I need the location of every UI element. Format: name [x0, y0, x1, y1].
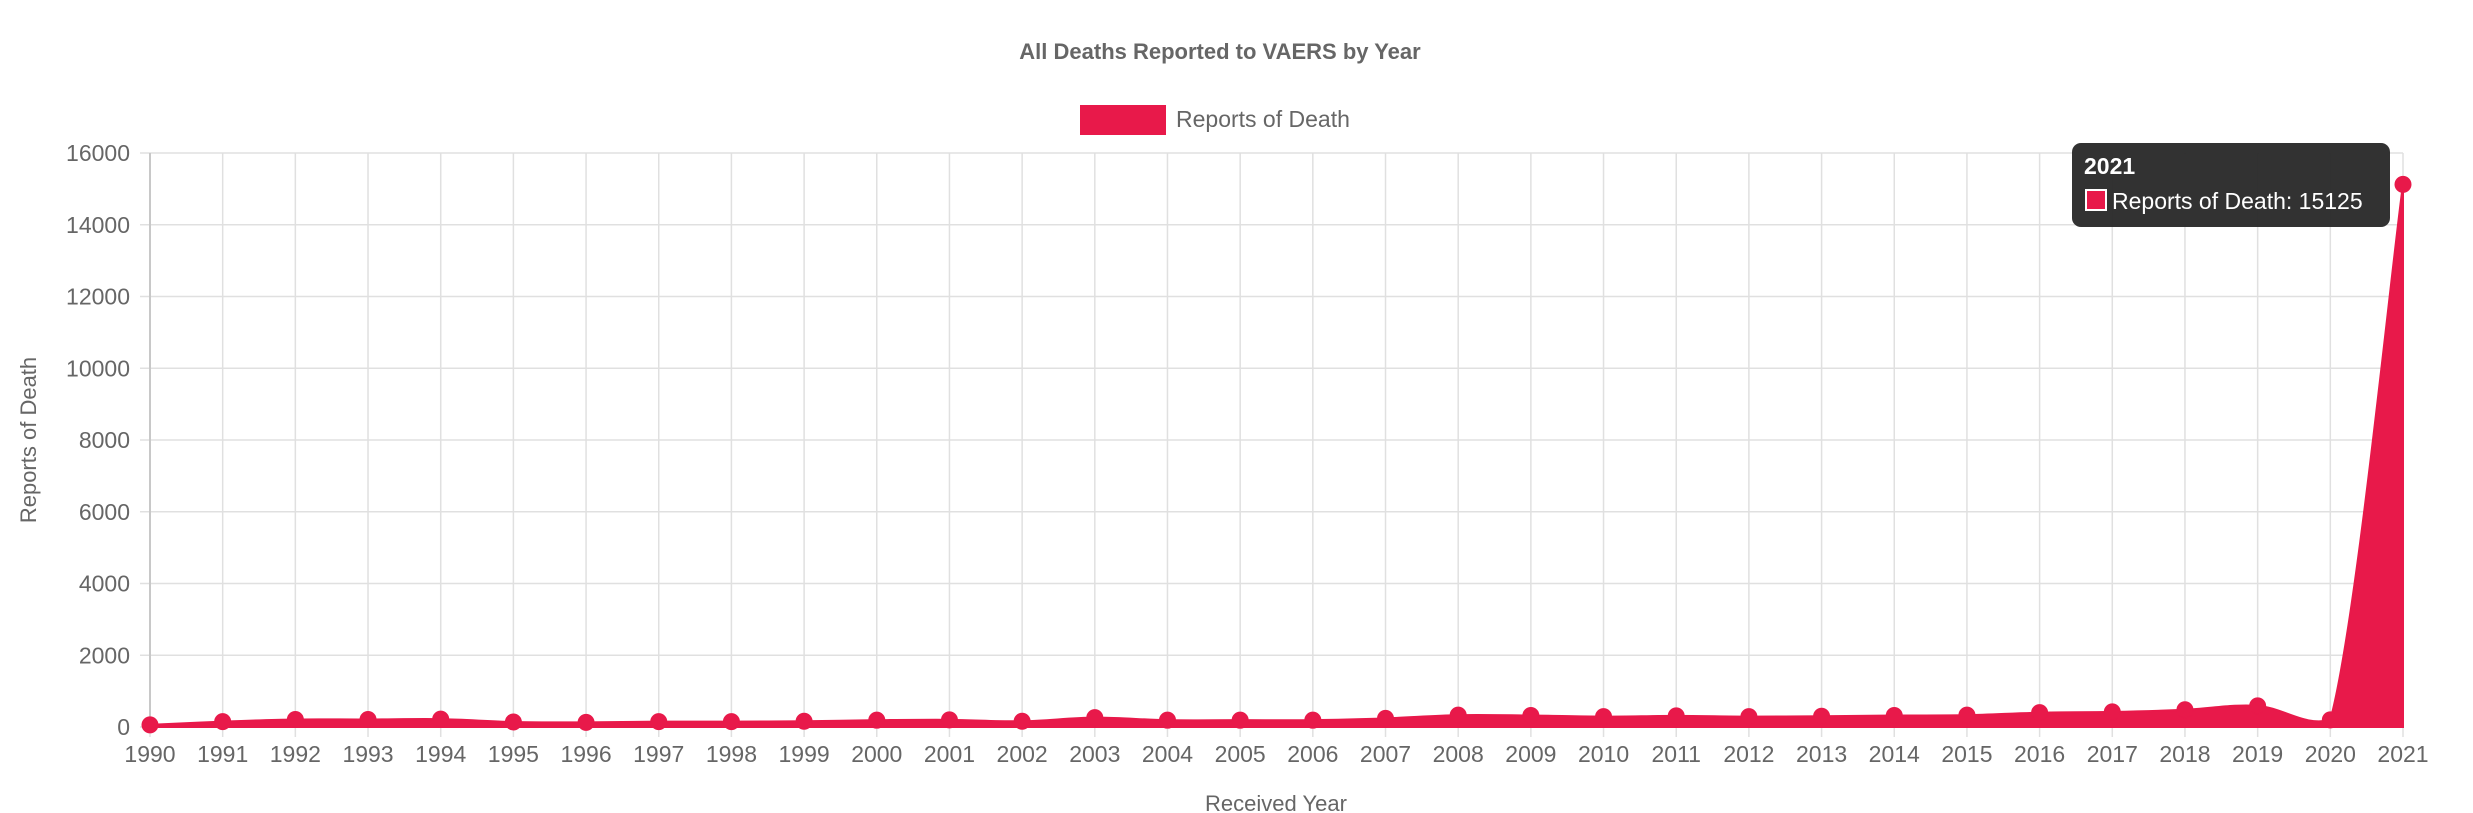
data-point[interactable] — [1885, 707, 1903, 725]
y-tick-label: 8000 — [79, 427, 130, 453]
legend-swatch[interactable] — [1080, 105, 1166, 135]
data-point[interactable] — [650, 713, 668, 731]
x-tick-label: 2015 — [1941, 741, 1992, 767]
data-point[interactable] — [359, 710, 377, 728]
series-points[interactable] — [141, 175, 2412, 734]
x-tick-label: 1992 — [270, 741, 321, 767]
y-tick-label: 12000 — [66, 284, 130, 310]
legend[interactable]: Reports of Death — [1080, 105, 1350, 135]
data-point[interactable] — [504, 713, 522, 731]
x-tick-label: 1998 — [706, 741, 757, 767]
data-point[interactable] — [577, 713, 595, 731]
x-tick-label: 2010 — [1578, 741, 1629, 767]
tooltip-label: Reports of Death: 15125 — [2112, 188, 2363, 214]
data-point[interactable] — [2249, 697, 2267, 715]
data-point[interactable] — [2103, 703, 2121, 721]
legend-label[interactable]: Reports of Death — [1176, 106, 1350, 132]
data-point[interactable] — [1449, 706, 1467, 724]
x-axis-ticks: 1990 1991 1992 1993 1994 1995 1996 1997 1998 1999… — [124, 741, 2428, 767]
data-point[interactable] — [1595, 708, 1613, 726]
data-point[interactable] — [722, 713, 740, 731]
y-tick-label: 0 — [117, 714, 130, 740]
data-point[interactable] — [1158, 711, 1176, 729]
data-point[interactable] — [1013, 712, 1031, 730]
x-tick-label: 2005 — [1215, 741, 1266, 767]
x-tick-label: 1996 — [560, 741, 611, 767]
data-point[interactable] — [1377, 709, 1395, 727]
data-point[interactable] — [286, 710, 304, 728]
x-tick-label: 2003 — [1069, 741, 1120, 767]
tooltip-box — [2072, 143, 2390, 227]
x-tick-label: 2020 — [2305, 741, 2356, 767]
tooltip: 2021 Reports of Death: 15125 — [2072, 143, 2390, 227]
y-tick-label: 6000 — [79, 499, 130, 525]
x-tick-label: 2006 — [1287, 741, 1338, 767]
data-point[interactable] — [940, 711, 958, 729]
chart-title: All Deaths Reported to VAERS by Year — [1019, 39, 1421, 64]
data-point[interactable] — [1522, 707, 1540, 725]
x-tick-label: 1993 — [342, 741, 393, 767]
x-tick-label: 1997 — [633, 741, 684, 767]
x-tick-label: 1991 — [197, 741, 248, 767]
data-point[interactable] — [1813, 707, 1831, 725]
data-point[interactable] — [1740, 708, 1758, 726]
y-tick-label: 2000 — [79, 642, 130, 668]
data-point[interactable] — [2321, 711, 2339, 729]
x-tick-label: 2007 — [1360, 741, 1411, 767]
data-point[interactable] — [2031, 704, 2049, 722]
x-tick-label: 1999 — [779, 741, 830, 767]
y-tick-label: 10000 — [66, 355, 130, 381]
series-area — [149, 184, 2404, 728]
x-tick-label: 2021 — [2377, 741, 2428, 767]
x-tick-label: 2013 — [1796, 741, 1847, 767]
grid — [140, 152, 2404, 737]
y-tick-label: 16000 — [66, 140, 130, 166]
x-tick-label: 2004 — [1142, 741, 1193, 767]
x-tick-label: 2009 — [1505, 741, 1556, 767]
y-axis-ticks: 0 2000 4000 6000 8000 10000 12000 14000 16000 — [66, 140, 130, 740]
x-tick-label: 1995 — [488, 741, 539, 767]
data-point[interactable] — [214, 713, 232, 731]
data-point[interactable] — [432, 710, 450, 728]
x-tick-label: 2014 — [1869, 741, 1920, 767]
data-point[interactable] — [1231, 711, 1249, 729]
y-tick-label: 4000 — [79, 571, 130, 597]
x-tick-label: 2019 — [2232, 741, 2283, 767]
y-axis-title: Reports of Death — [16, 357, 41, 523]
x-tick-label: 2018 — [2159, 741, 2210, 767]
x-tick-label: 2008 — [1433, 741, 1484, 767]
tooltip-swatch — [2085, 189, 2107, 211]
tooltip-title: 2021 — [2084, 153, 2135, 179]
x-tick-label: 2011 — [1651, 741, 1700, 767]
data-point[interactable] — [1086, 709, 1104, 727]
x-tick-label: 2012 — [1723, 741, 1774, 767]
data-point[interactable] — [1667, 707, 1685, 725]
x-tick-label: 1990 — [124, 741, 175, 767]
data-point[interactable] — [868, 711, 886, 729]
x-tick-label: 2001 — [924, 741, 975, 767]
y-tick-label: 14000 — [66, 212, 130, 238]
data-point[interactable] — [1958, 706, 1976, 724]
x-tick-label: 2002 — [997, 741, 1048, 767]
data-point[interactable] — [1304, 711, 1322, 729]
data-point[interactable] — [141, 716, 159, 734]
x-tick-label: 2000 — [851, 741, 902, 767]
data-point[interactable] — [2176, 701, 2194, 719]
x-tick-label: 1994 — [415, 741, 466, 767]
data-point[interactable] — [795, 712, 813, 730]
x-tick-label: 2016 — [2014, 741, 2065, 767]
x-axis-title: Received Year — [1205, 791, 1347, 813]
data-point[interactable] — [2394, 175, 2412, 193]
x-tick-label: 2017 — [2087, 741, 2138, 767]
